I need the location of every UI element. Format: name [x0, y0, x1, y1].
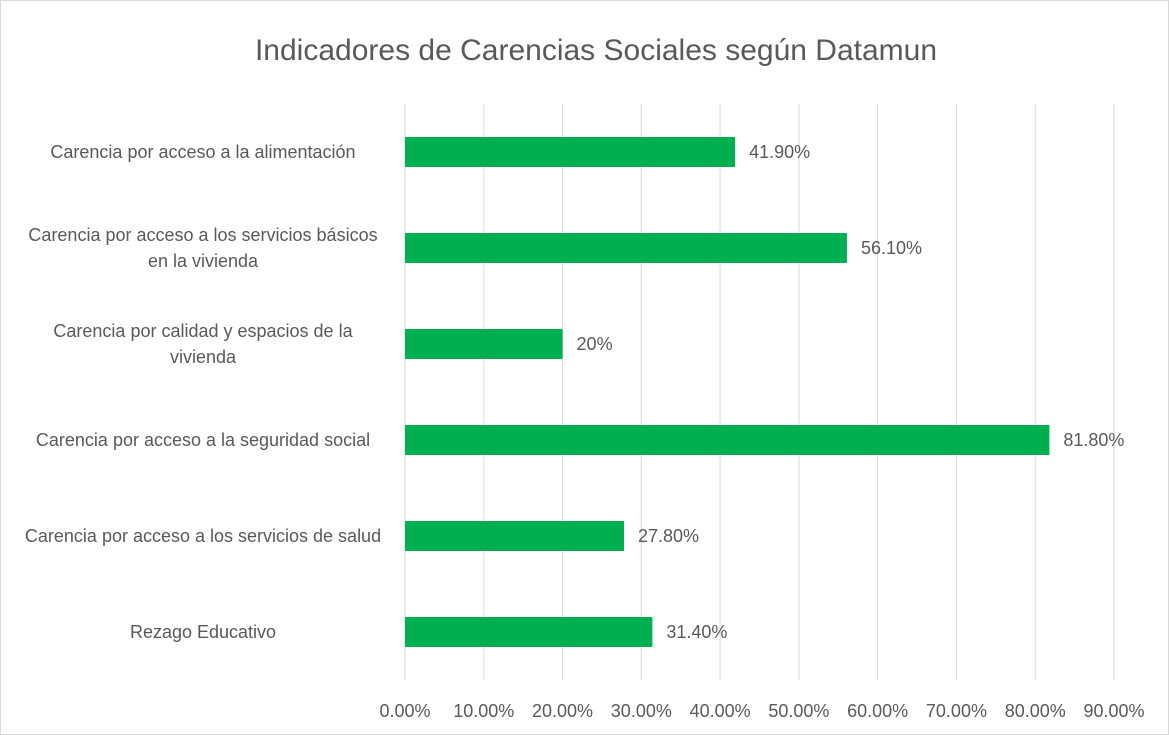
- x-tick-label: 60.00%: [847, 701, 908, 721]
- bar: [405, 329, 563, 359]
- bar: [405, 425, 1050, 455]
- data-label: 27.80%: [638, 526, 699, 546]
- bar: [405, 617, 653, 647]
- data-label: 20%: [577, 334, 613, 354]
- x-tick-label: 50.00%: [768, 701, 829, 721]
- bar: [405, 521, 625, 551]
- x-tick-label: 80.00%: [1005, 701, 1066, 721]
- bar: [405, 233, 847, 263]
- chart-title: Indicadores de Carencias Sociales según …: [255, 34, 937, 67]
- y-tick-label: Carencia por acceso a los servicios bási…: [28, 225, 378, 271]
- bar: [405, 137, 736, 167]
- data-label: 56.10%: [861, 238, 922, 258]
- x-tick-label: 30.00%: [611, 701, 672, 721]
- data-label: 41.90%: [749, 142, 810, 162]
- data-label: 31.40%: [666, 622, 727, 642]
- y-tick-label: Carencia por acceso a la alimentación: [50, 142, 356, 162]
- x-tick-label: 10.00%: [453, 701, 514, 721]
- x-tick-label: 90.00%: [1083, 701, 1144, 721]
- data-label: 81.80%: [1063, 430, 1124, 450]
- y-tick-label: Carencia por acceso a la seguridad socia…: [35, 430, 371, 450]
- x-tick-label: 20.00%: [532, 701, 593, 721]
- y-tick-label: Rezago Educativo: [129, 622, 277, 642]
- x-tick-label: 40.00%: [690, 701, 751, 721]
- x-tick-label: 0.00%: [379, 701, 430, 721]
- y-tick-label: Carencia por calidad y espacios de la vi…: [53, 321, 353, 367]
- y-tick-label: Carencia por acceso a los servicios de s…: [24, 526, 382, 546]
- x-tick-label: 70.00%: [926, 701, 987, 721]
